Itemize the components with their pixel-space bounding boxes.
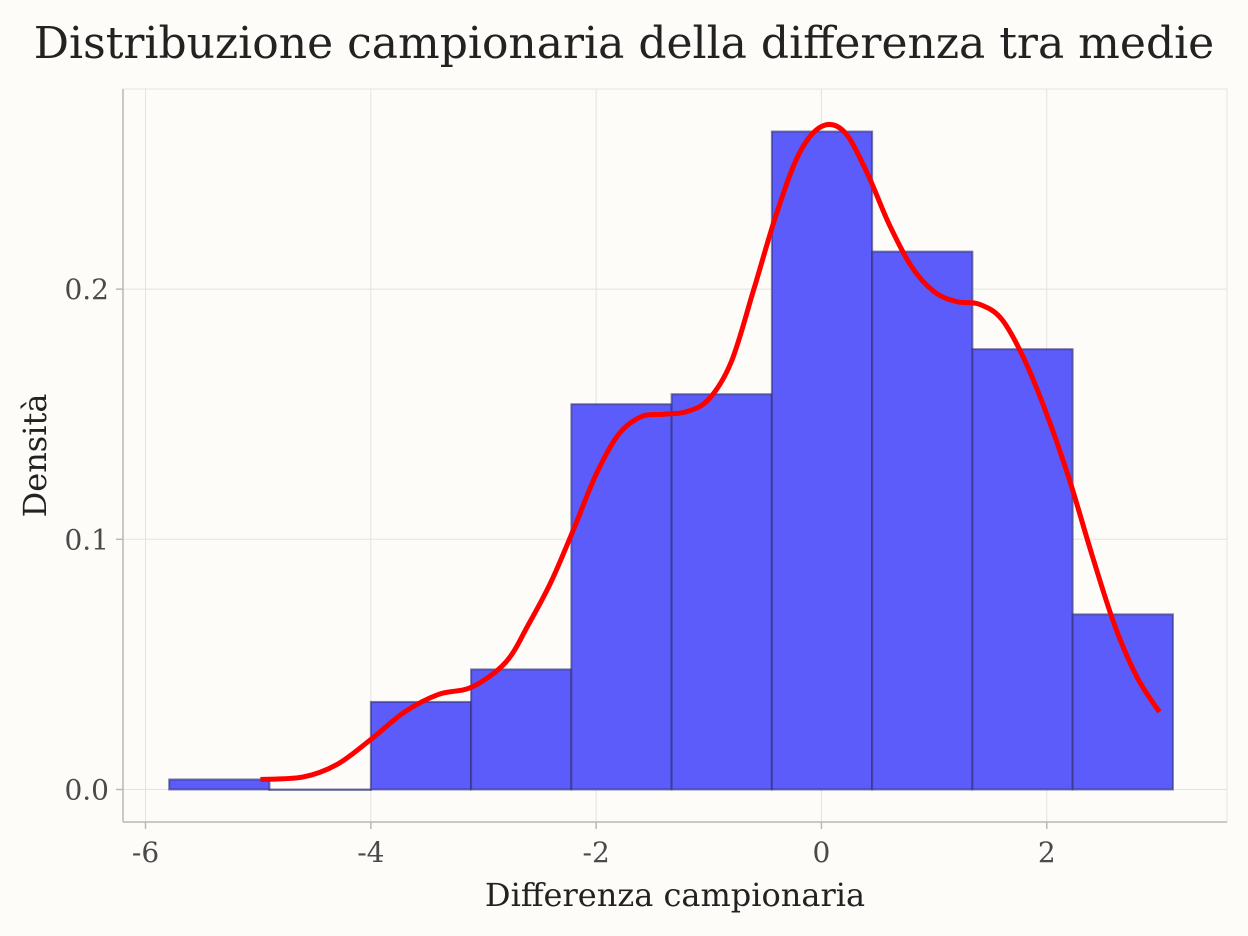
density-curve <box>260 121 1162 782</box>
x-axis-label: Differenza campionaria <box>485 876 865 914</box>
y-tick-label: 0.0 <box>64 773 109 806</box>
y-tick-label: 0.1 <box>64 523 109 556</box>
histogram-bar <box>971 348 1074 791</box>
histogram-bar <box>168 778 271 791</box>
tick-labels: -6 -4 -2 0 2 0.0 0.1 0.2 <box>64 273 1055 869</box>
x-tick-label: 0 <box>813 836 831 869</box>
x-tick-label: 2 <box>1038 836 1056 869</box>
histogram-bar <box>369 700 473 791</box>
y-axis-label: Densità <box>16 394 54 518</box>
x-tick-label: -4 <box>357 836 384 869</box>
density-curve-group <box>260 121 1162 782</box>
histogram-bar <box>670 393 773 791</box>
histogram-bars <box>168 130 1174 791</box>
histogram-bar <box>268 788 372 791</box>
y-tick-label: 0.2 <box>64 273 109 306</box>
x-tick-label: -2 <box>583 836 610 869</box>
axes <box>122 89 1227 823</box>
histogram-bar <box>770 130 874 791</box>
histogram-bar <box>470 668 573 791</box>
histogram-bar <box>871 250 974 791</box>
chart-title: Distribuzione campionaria della differen… <box>33 18 1215 69</box>
histogram-bar <box>570 403 673 791</box>
x-tick-label: -6 <box>132 836 159 869</box>
